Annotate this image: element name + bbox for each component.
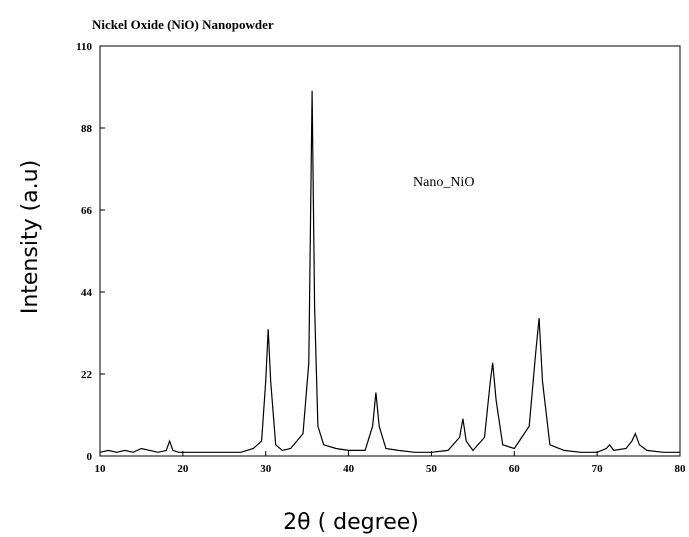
y-axis: 0 22 44 66 88 110 (76, 41, 105, 463)
x-tick-label: 20 (177, 463, 189, 475)
plot-frame (99, 45, 681, 457)
x-tick-label: 70 (592, 463, 604, 475)
y-tick-label: 44 (81, 287, 93, 299)
xrd-pattern-line (99, 90, 680, 453)
y-axis-label: Intensity (a.u) (18, 160, 43, 314)
x-tick-label: 80 (675, 463, 687, 475)
x-tick-label: 10 (95, 463, 107, 475)
y-tick-label: 88 (81, 123, 93, 135)
y-tick-label: 0 (87, 451, 93, 463)
y-tick-label: 22 (81, 369, 93, 381)
x-tick-label: 30 (260, 463, 272, 475)
x-tick-label: 40 (343, 463, 355, 475)
x-tick-label: 50 (426, 463, 438, 475)
x-axis-label: 2θ ( degree) (283, 510, 419, 535)
x-axis: 10 20 30 40 50 60 70 80 (95, 451, 687, 475)
y-tick-label: 110 (76, 41, 92, 53)
x-tick-label: 60 (509, 463, 521, 475)
y-tick-label: 66 (81, 205, 93, 217)
chart-title: Nickel Oxide (NiO) Nanopowder (92, 17, 274, 32)
sample-annotation: Nano_NiO (413, 175, 474, 190)
